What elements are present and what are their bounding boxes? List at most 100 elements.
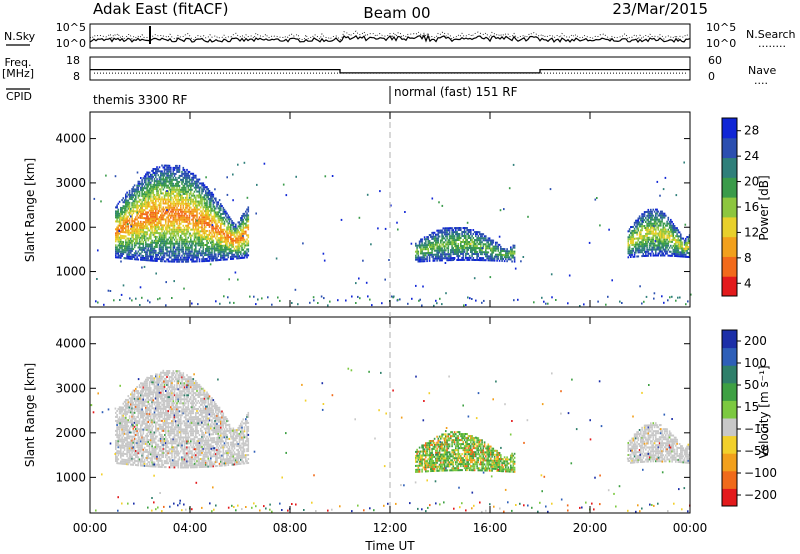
- echo-cell: [176, 200, 178, 203]
- echo-cell: [486, 239, 488, 242]
- echo-cell: [135, 194, 137, 197]
- echo-cell: [243, 256, 246, 259]
- echo-cell: [633, 231, 636, 234]
- echo-cell: [650, 220, 652, 223]
- echo-cell: [661, 228, 663, 231]
- echo-cell: [451, 237, 453, 240]
- echo-cell: [455, 241, 457, 243]
- echo-cell: [627, 246, 630, 249]
- echo-cell: [201, 204, 203, 207]
- echo-cell: [463, 233, 466, 235]
- echo-cell: [187, 260, 190, 263]
- echo-cell: [212, 239, 215, 242]
- near-range-cell: [149, 301, 151, 304]
- echo-cell: [645, 211, 647, 213]
- echo-cell: [168, 168, 171, 171]
- echo-cell: [121, 242, 123, 245]
- echo-cell: [198, 192, 201, 195]
- echo-cell: [200, 220, 202, 223]
- echo-cell: [217, 233, 220, 236]
- echo-cell: [180, 190, 182, 193]
- echo-cell: [132, 234, 135, 237]
- echo-cell: [627, 250, 630, 253]
- echo-cell: [167, 174, 170, 177]
- echo-cell: [476, 245, 478, 248]
- echo-cell: [151, 219, 153, 222]
- echo-cell: [162, 234, 165, 237]
- echo-cell: [155, 198, 157, 200]
- echo-cell: [206, 230, 208, 232]
- echo-cell: [190, 254, 192, 257]
- echo-cell: [118, 220, 121, 223]
- echo-cell: [182, 200, 185, 203]
- echo-cell: [121, 227, 123, 229]
- echo-cell: [195, 250, 197, 253]
- echo-cell: [633, 227, 636, 230]
- echo-cell: [176, 238, 178, 241]
- echo-cell: [120, 460, 122, 463]
- echo-cell: [477, 247, 480, 250]
- echo-cell: [145, 211, 147, 214]
- echo-cell: [447, 255, 450, 258]
- echo-cell: [658, 238, 661, 241]
- echo-cell: [457, 233, 460, 235]
- echo-cell: [440, 253, 442, 256]
- echo-cell: [435, 235, 437, 238]
- echo-cell: [680, 247, 682, 250]
- echo-point: [226, 176, 228, 179]
- echo-cell: [130, 455, 132, 458]
- echo-cell: [513, 256, 516, 259]
- echo-cell: [173, 234, 176, 237]
- echo-cell: [162, 208, 165, 211]
- echo-cell: [687, 238, 690, 241]
- echo-cell: [183, 208, 186, 211]
- echo-cell: [158, 236, 161, 239]
- echo-cell: [436, 243, 438, 246]
- echo-cell: [485, 255, 487, 258]
- echo-cell: [655, 236, 657, 239]
- echo-cell: [138, 230, 141, 233]
- echo-cell: [156, 255, 158, 258]
- echo-cell: [148, 221, 151, 224]
- echo-cell: [188, 214, 191, 217]
- echo-cell: [436, 241, 438, 244]
- echo-cell: [498, 259, 501, 262]
- echo-cell: [203, 194, 206, 197]
- near-range-cell: [371, 304, 373, 307]
- echo-cell: [661, 230, 663, 233]
- echo-cell: [141, 205, 143, 207]
- echo-cell: [507, 256, 510, 259]
- echo-cell: [182, 246, 185, 249]
- echo-cell: [173, 200, 176, 203]
- echo-point: [130, 225, 133, 228]
- echo-cell: [157, 254, 160, 256]
- echo-cell: [128, 461, 131, 464]
- echo-cell: [672, 231, 675, 233]
- echo-cell: [452, 243, 455, 246]
- echo-cell: [443, 245, 446, 248]
- echo-cell: [182, 232, 185, 235]
- echo-cell: [147, 255, 150, 258]
- echo-cell: [446, 257, 448, 260]
- echo-cell: [175, 182, 177, 185]
- echo-cell: [235, 251, 237, 254]
- echo-cell: [158, 222, 161, 225]
- echo-cell: [166, 224, 168, 227]
- echo-cell: [123, 207, 126, 210]
- echo-cell: [216, 201, 218, 204]
- echo-cell: [151, 179, 153, 182]
- echo-cell: [180, 174, 182, 177]
- echo-cell: [667, 216, 670, 219]
- echo-cell: [652, 238, 655, 241]
- echo-cell: [137, 182, 140, 185]
- echo-cell: [151, 201, 153, 204]
- echo-cell: [170, 256, 172, 259]
- echo-cell: [126, 431, 128, 434]
- echo-cell: [452, 235, 455, 238]
- echo-cell: [131, 194, 133, 197]
- echo-cell: [662, 230, 665, 233]
- echo-cell: [160, 240, 162, 243]
- echo-cell: [671, 220, 673, 223]
- echo-point: [320, 295, 323, 298]
- echo-cell: [470, 245, 472, 247]
